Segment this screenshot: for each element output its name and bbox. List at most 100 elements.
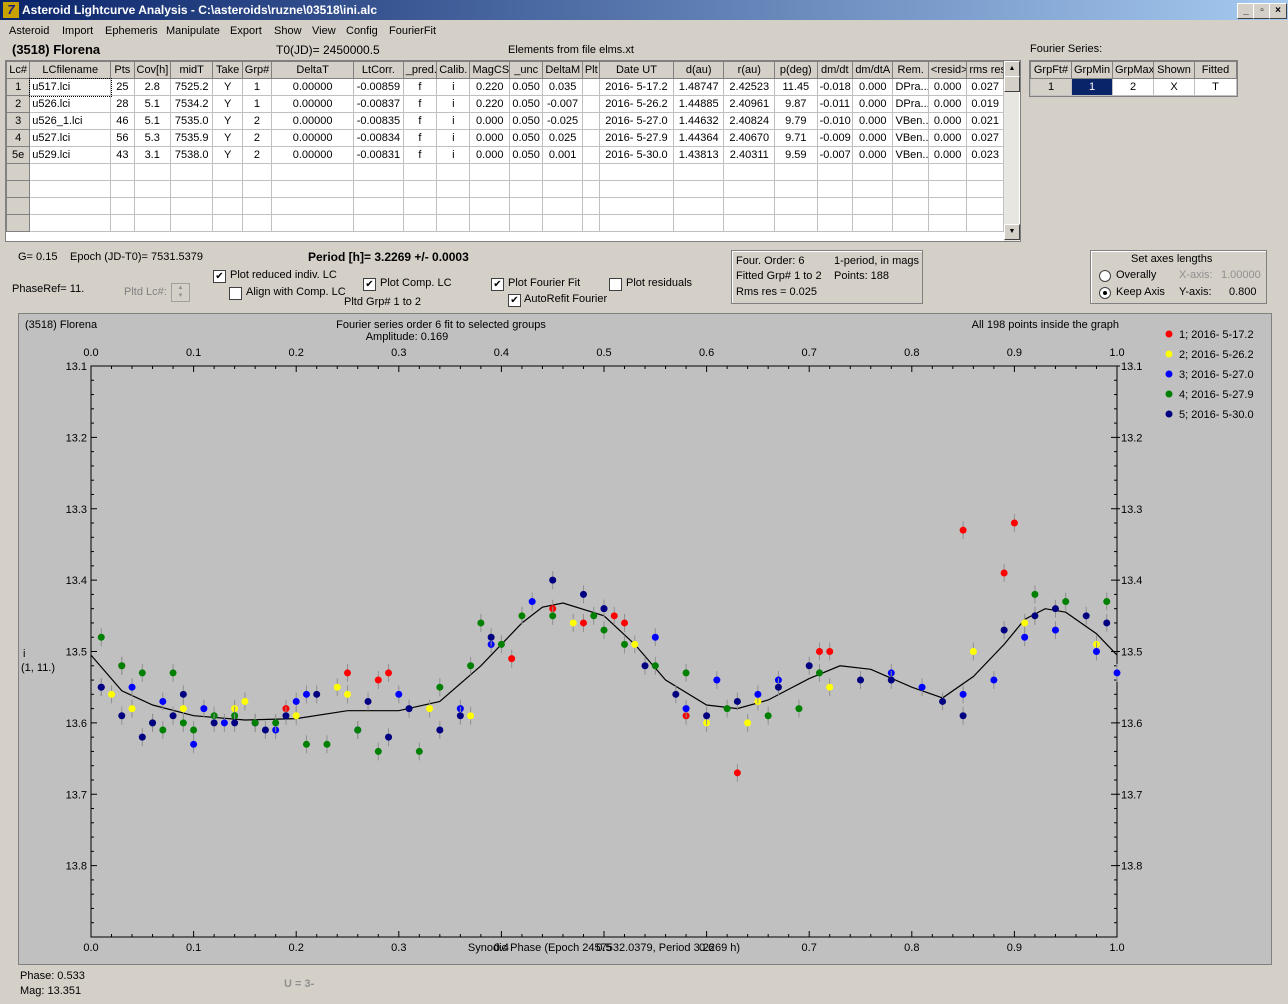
table-cell[interactable]: 0.000 <box>851 78 894 96</box>
table-cell[interactable] <box>402 197 438 215</box>
table-row[interactable]: 2 u526.lci 28 5.1 7534.2 Y 1 0.00000 -0.00837 f i 0… <box>6 95 1004 113</box>
table-cell[interactable]: f <box>402 146 438 164</box>
table-cell[interactable] <box>508 214 544 232</box>
table-cell[interactable] <box>6 163 31 181</box>
table-cell[interactable] <box>672 197 725 215</box>
table-cell[interactable]: DPra... <box>892 95 929 113</box>
table-cell[interactable] <box>241 163 273 181</box>
table-cell[interactable]: 5.1 <box>133 95 171 113</box>
overally-radio[interactable] <box>1099 270 1111 282</box>
table-cell[interactable]: 0.050 <box>508 78 544 96</box>
table-cell[interactable] <box>436 197 471 215</box>
table-cell[interactable]: 0.00000 <box>271 95 355 113</box>
column-header-23[interactable]: rms res <box>966 61 1004 79</box>
scroll-thumb[interactable] <box>1004 76 1020 92</box>
table-cell[interactable] <box>436 180 471 198</box>
table-cell[interactable]: 0.220 <box>469 78 510 96</box>
table-row[interactable]: 3 u526_1.lci 46 5.1 7535.0 Y 2 0.00000 -0.00835 f… <box>6 112 1004 130</box>
table-cell[interactable]: 7525.2 <box>169 78 214 96</box>
table-cell[interactable] <box>212 163 243 181</box>
table-cell[interactable]: 0.00000 <box>271 112 355 130</box>
plot-reduced-checkbox[interactable]: ✔ <box>213 270 226 283</box>
table-cell[interactable]: Y <box>212 146 243 164</box>
table-cell[interactable]: -0.00859 <box>353 78 404 96</box>
table-cell[interactable]: -0.00837 <box>353 95 404 113</box>
table-cell[interactable] <box>892 180 929 198</box>
table-cell[interactable] <box>169 197 214 215</box>
table-cell[interactable]: u529.lci <box>29 146 112 164</box>
plot-residuals-checkbox[interactable] <box>609 278 622 291</box>
table-cell[interactable]: 0.000 <box>851 129 894 147</box>
table-cell[interactable]: Y <box>212 112 243 130</box>
column-header-14[interactable]: Plt <box>581 61 601 79</box>
table-cell[interactable] <box>672 163 725 181</box>
table-cell[interactable] <box>816 163 854 181</box>
table-cell[interactable]: i <box>436 146 471 164</box>
column-header-1[interactable]: LCfilename <box>29 61 112 79</box>
table-cell[interactable]: 46 <box>110 112 135 130</box>
table-cell[interactable] <box>402 163 438 181</box>
table-cell[interactable]: 1.44364 <box>672 129 725 147</box>
table-cell[interactable] <box>599 180 674 198</box>
table-cell[interactable] <box>212 180 243 198</box>
table-cell[interactable]: 0.000 <box>927 112 968 130</box>
table-cell[interactable] <box>966 197 1004 215</box>
close-button[interactable]: × <box>1269 3 1287 19</box>
table-cell[interactable]: 0.000 <box>927 146 968 164</box>
menu-import[interactable]: Import <box>62 25 94 37</box>
column-header-3[interactable]: Cov[h] <box>133 61 171 79</box>
table-cell[interactable]: 0.025 <box>542 129 583 147</box>
table-cell[interactable] <box>581 197 601 215</box>
table-cell[interactable] <box>723 163 776 181</box>
fourier-cell[interactable]: T <box>1194 78 1237 96</box>
table-cell[interactable] <box>271 214 355 232</box>
table-cell[interactable] <box>29 163 112 181</box>
table-cell[interactable]: 0.000 <box>851 146 894 164</box>
row-header[interactable]: 4 <box>6 129 31 147</box>
table-cell[interactable] <box>774 197 818 215</box>
table-cell[interactable] <box>542 163 583 181</box>
table-cell[interactable]: 0.000 <box>927 129 968 147</box>
table-cell[interactable] <box>271 163 355 181</box>
table-cell[interactable] <box>581 146 601 164</box>
table-cell[interactable] <box>927 163 968 181</box>
table-cell[interactable] <box>353 163 404 181</box>
empty-table-row[interactable] <box>6 197 1004 215</box>
lightcurve-graph[interactable]: (3518) Florena Fourier series order 6 fi… <box>18 313 1272 965</box>
plot-comp-checkbox[interactable]: ✔ <box>363 278 376 291</box>
table-cell[interactable] <box>672 180 725 198</box>
table-cell[interactable]: 2 <box>241 112 273 130</box>
table-cell[interactable] <box>271 197 355 215</box>
empty-table-row[interactable] <box>6 214 1004 232</box>
table-cell[interactable] <box>212 197 243 215</box>
table-cell[interactable] <box>851 197 894 215</box>
table-cell[interactable]: VBen... <box>892 146 929 164</box>
table-cell[interactable]: 43 <box>110 146 135 164</box>
table-cell[interactable] <box>469 163 510 181</box>
table-cell[interactable] <box>6 197 31 215</box>
table-cell[interactable]: 2.8 <box>133 78 171 96</box>
table-cell[interactable]: 2016- 5-17.2 <box>599 78 674 96</box>
table-cell[interactable]: f <box>402 112 438 130</box>
column-header-11[interactable]: MagCS <box>469 61 510 79</box>
table-cell[interactable] <box>241 180 273 198</box>
table-cell[interactable]: -0.018 <box>816 78 854 96</box>
table-cell[interactable]: u517.lci <box>28 77 112 97</box>
table-cell[interactable] <box>241 214 273 232</box>
table-cell[interactable] <box>774 163 818 181</box>
table-cell[interactable] <box>892 197 929 215</box>
table-cell[interactable] <box>723 214 776 232</box>
scroll-down-icon[interactable]: ▼ <box>1004 224 1020 240</box>
table-cell[interactable]: 7535.9 <box>169 129 214 147</box>
table-cell[interactable] <box>169 214 214 232</box>
table-cell[interactable]: 0.050 <box>508 146 544 164</box>
table-cell[interactable] <box>581 180 601 198</box>
table-cell[interactable]: i <box>436 95 471 113</box>
column-header-4[interactable]: midT <box>169 61 214 79</box>
table-cell[interactable]: 0.00000 <box>271 146 355 164</box>
table-cell[interactable]: 1 <box>241 78 273 96</box>
fourier-cell[interactable]: 1 <box>1030 78 1072 96</box>
table-cell[interactable]: 1.44885 <box>672 95 725 113</box>
column-header-20[interactable]: dm/dtA <box>851 61 894 79</box>
